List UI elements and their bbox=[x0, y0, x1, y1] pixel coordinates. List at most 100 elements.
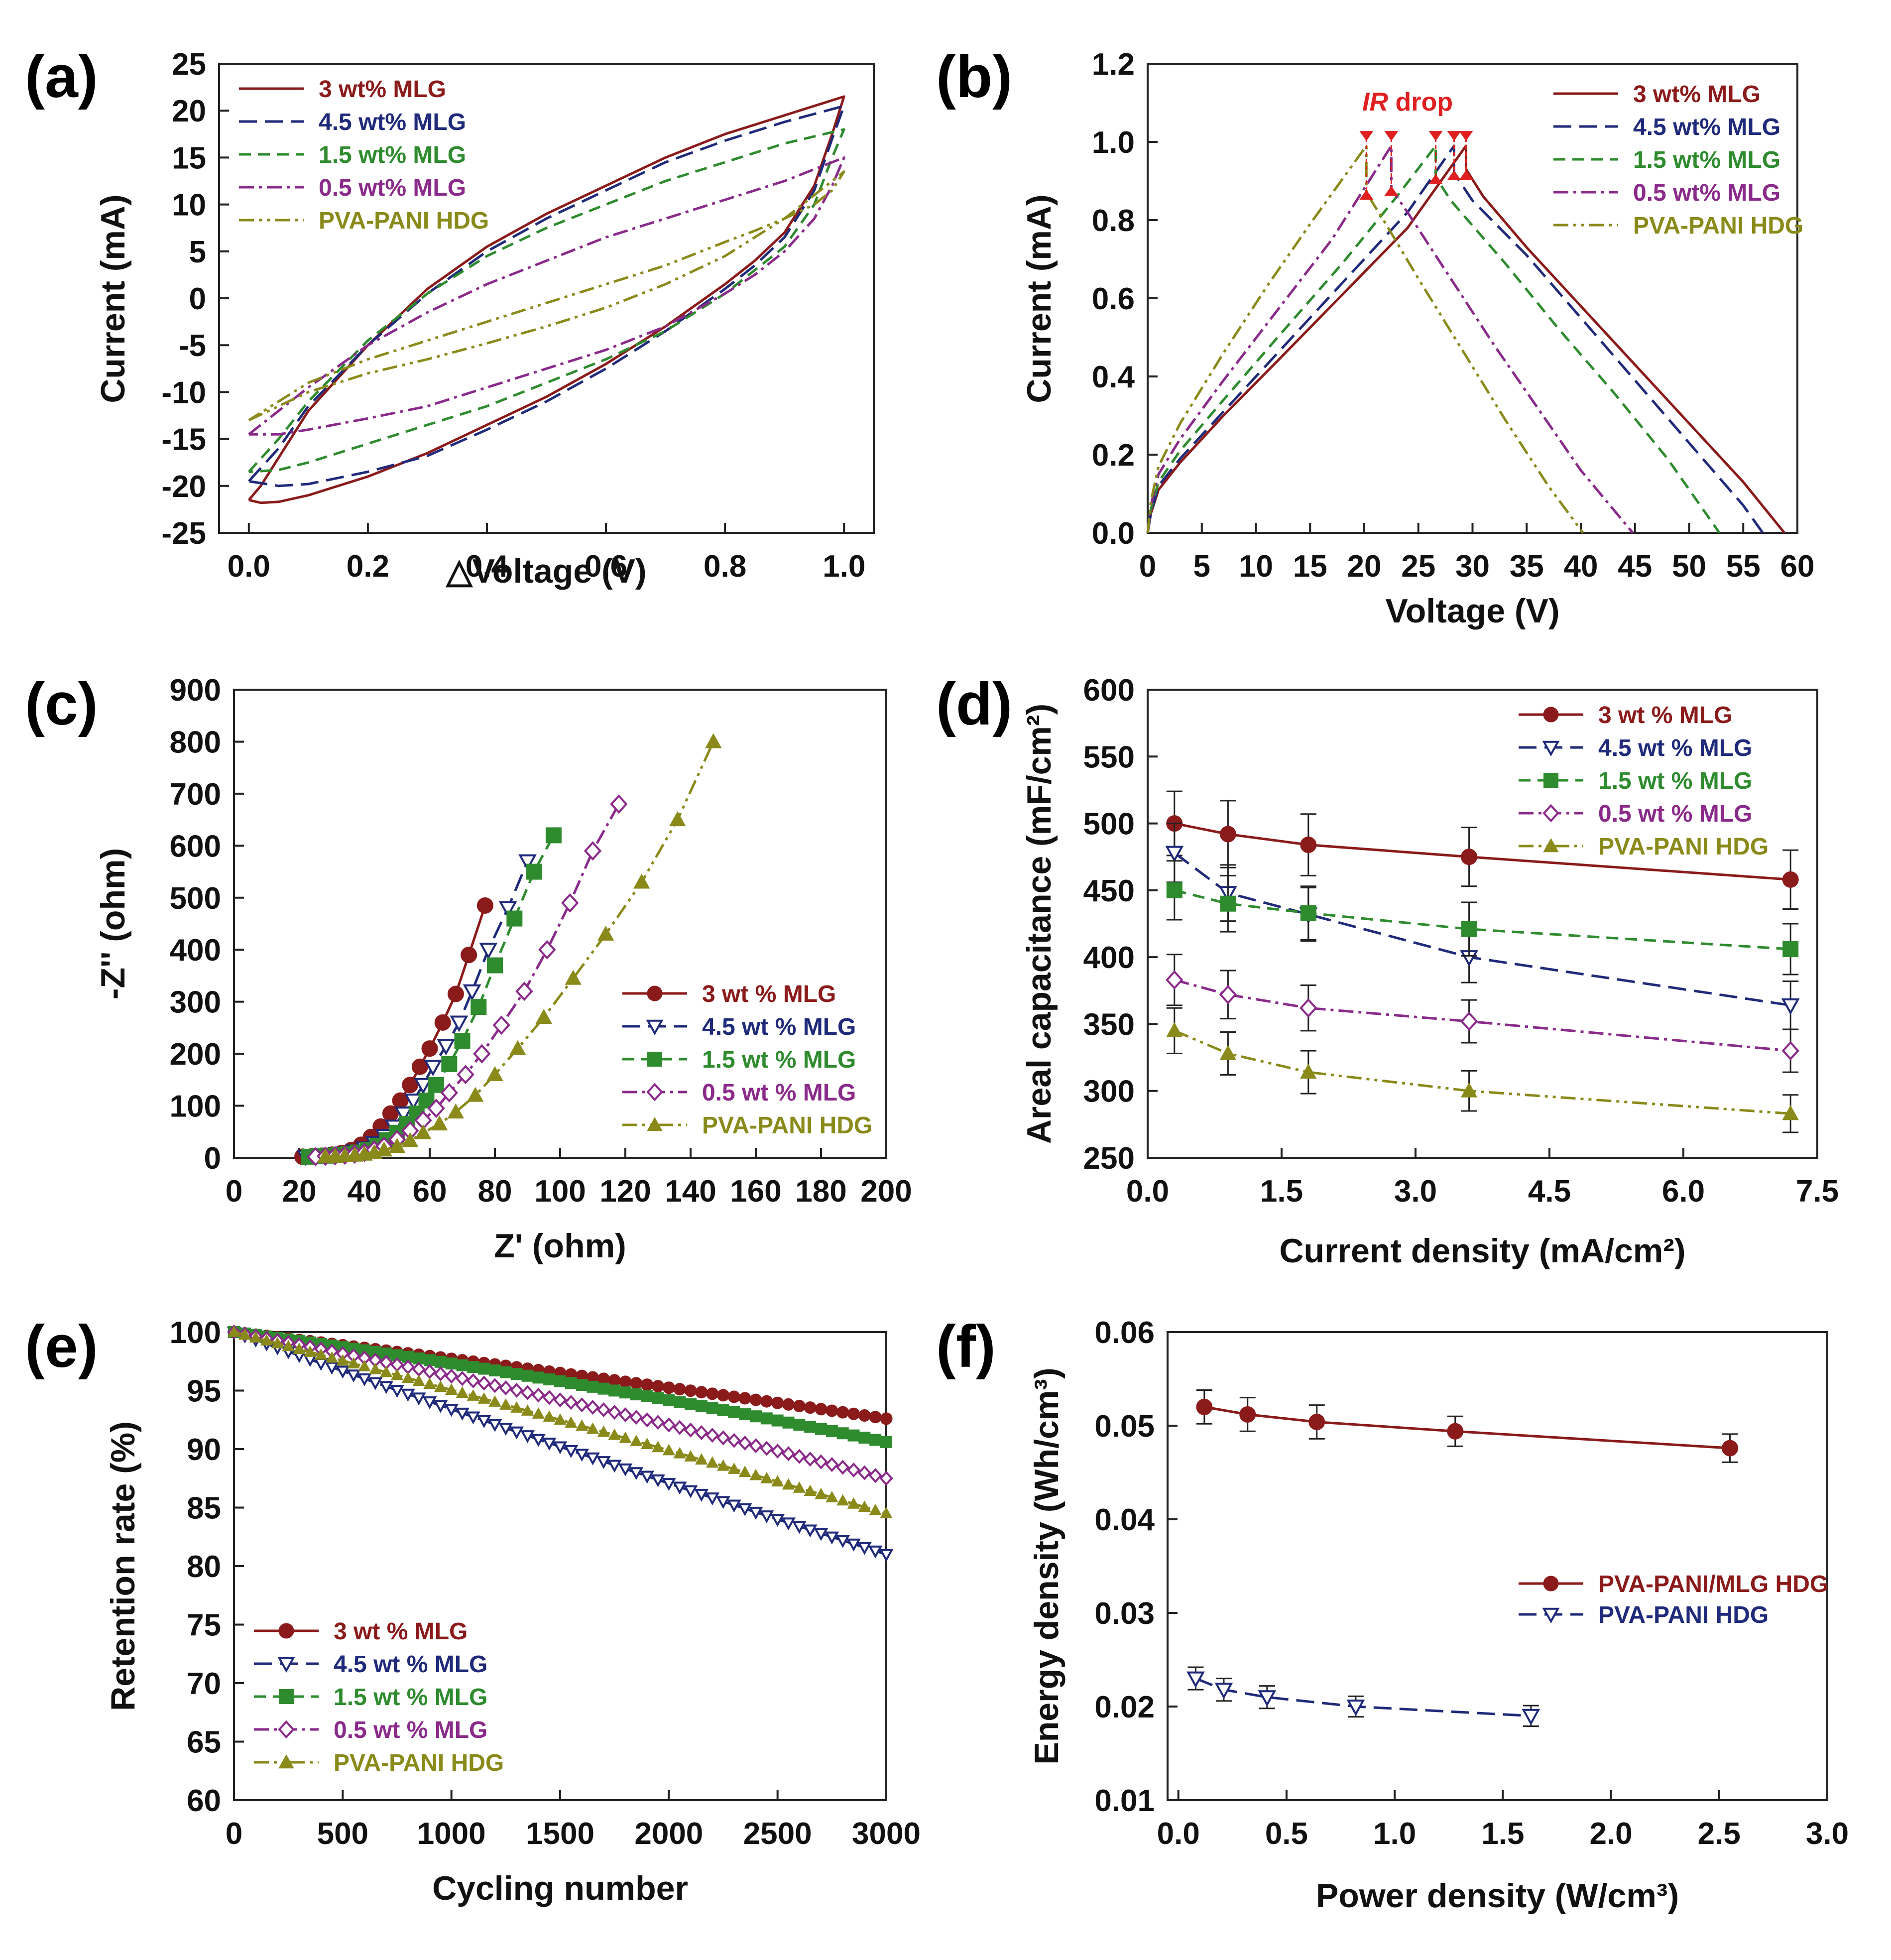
data-point bbox=[651, 1474, 665, 1487]
x-tick-label: 160 bbox=[730, 1174, 781, 1209]
data-point bbox=[576, 1379, 588, 1391]
series-line bbox=[1146, 144, 1584, 534]
data-point bbox=[706, 1387, 719, 1400]
legend-entry: 0.5 wt% MLG bbox=[1633, 180, 1780, 206]
data-point bbox=[346, 1369, 361, 1383]
x-tick-label: 7.5 bbox=[1796, 1174, 1839, 1209]
data-point bbox=[1460, 1082, 1478, 1098]
data-point bbox=[750, 1410, 762, 1423]
x-tick-label: 180 bbox=[795, 1174, 846, 1209]
data-point bbox=[564, 1445, 579, 1458]
y-tick-label: 100 bbox=[170, 1090, 221, 1124]
data-point bbox=[433, 1400, 448, 1413]
panel-c: (c) 0 20 40 60 80 100 120 140 160 180 200 0 100 200 300… bbox=[25, 671, 912, 1265]
data-point bbox=[608, 1428, 621, 1440]
ir-drop-marker-top bbox=[1428, 131, 1443, 141]
data-point bbox=[716, 1430, 730, 1446]
y-tick-label: -15 bbox=[161, 423, 206, 457]
data-point bbox=[857, 1542, 872, 1555]
data-point bbox=[684, 1422, 698, 1438]
data-point bbox=[619, 1386, 631, 1399]
data-point bbox=[542, 1438, 557, 1451]
data-point bbox=[411, 1058, 428, 1075]
legend-marker bbox=[1542, 804, 1559, 823]
y-tick-label: 400 bbox=[1083, 941, 1135, 975]
data-point bbox=[423, 1377, 436, 1389]
x-tick-label: 0.0 bbox=[1157, 1817, 1200, 1851]
ir-drop-marker-bottom bbox=[1428, 174, 1443, 184]
data-point bbox=[726, 1499, 741, 1513]
data-point bbox=[868, 1468, 882, 1483]
data-point bbox=[633, 873, 650, 889]
data-point bbox=[651, 1415, 665, 1430]
data-point bbox=[1460, 1011, 1478, 1031]
data-point bbox=[597, 925, 614, 941]
x-tick-label: 2.0 bbox=[1589, 1817, 1632, 1851]
y-tick-label: 0.01 bbox=[1094, 1784, 1155, 1818]
legend-entry: 1.5 wt% MLG bbox=[319, 142, 466, 168]
data-point bbox=[249, 1331, 262, 1343]
panel-a: (a) 0.0 0.2 0.4 0.6 0.8 1.0 -25 -20 -15 -10 -5 0 5 10 1… bbox=[25, 43, 875, 590]
data-point bbox=[521, 1369, 534, 1382]
data-point bbox=[674, 1396, 686, 1408]
y-tick-label: 60 bbox=[187, 1784, 221, 1818]
data-point bbox=[683, 1485, 698, 1498]
data-point bbox=[1782, 871, 1799, 888]
data-point bbox=[440, 1083, 459, 1102]
data-point bbox=[847, 1429, 860, 1442]
data-point bbox=[858, 1500, 871, 1512]
data-point bbox=[597, 1372, 610, 1385]
data-point bbox=[1220, 895, 1236, 912]
data-point bbox=[705, 1428, 719, 1443]
data-point bbox=[411, 1392, 426, 1406]
panel-f: (f) 0.0 0.5 1.0 1.5 2.0 2.5 3.0 0.01 0.02 0.03 0.04… bbox=[936, 1313, 1849, 1915]
legend-marker bbox=[1543, 838, 1559, 853]
data-point bbox=[803, 1452, 817, 1467]
y-tick-label: 350 bbox=[1083, 1007, 1135, 1042]
x-tick-label: 45 bbox=[1618, 549, 1652, 584]
y-tick-label: 1.2 bbox=[1092, 47, 1135, 82]
legend-entry: PVA-PANI HDG bbox=[334, 1750, 504, 1776]
y-tick-label: 0.05 bbox=[1094, 1409, 1155, 1444]
ir-drop-marker-bottom bbox=[1384, 186, 1399, 196]
data-point bbox=[586, 1422, 599, 1434]
data-point bbox=[738, 1466, 751, 1477]
data-point bbox=[402, 1077, 419, 1094]
data-point bbox=[336, 1354, 350, 1366]
panel-label: (f) bbox=[936, 1313, 996, 1380]
data-point bbox=[1300, 998, 1317, 1018]
data-point bbox=[597, 1382, 610, 1395]
legend-marker bbox=[1543, 707, 1559, 723]
data-point bbox=[447, 985, 464, 1002]
data-point bbox=[1258, 1690, 1277, 1707]
data-point bbox=[1166, 1022, 1183, 1037]
data-point bbox=[358, 1360, 371, 1371]
data-point bbox=[434, 1380, 447, 1392]
panel-d: (d) 0.0 1.5 3.0 4.5 6.0 7.5 250 300 350 400 450 500 5… bbox=[936, 671, 1839, 1270]
legend-marker bbox=[278, 1623, 294, 1639]
y-tick-label: 10 bbox=[172, 188, 206, 223]
data-point bbox=[608, 1384, 621, 1397]
data-point bbox=[630, 1388, 642, 1401]
data-point bbox=[479, 943, 498, 960]
y-tick-label: 0 bbox=[204, 1141, 221, 1176]
data-point bbox=[476, 897, 493, 914]
data-point bbox=[694, 1488, 709, 1502]
y-tick-label: 800 bbox=[170, 725, 221, 759]
legend-marker bbox=[1542, 1607, 1560, 1624]
data-point bbox=[467, 1087, 484, 1102]
data-point bbox=[434, 1366, 448, 1381]
y-tick-label: 0.06 bbox=[1094, 1316, 1155, 1350]
y-tick-label: 400 bbox=[170, 933, 221, 968]
data-point bbox=[543, 1373, 556, 1386]
data-point bbox=[586, 1452, 600, 1466]
data-point bbox=[314, 1357, 329, 1371]
data-point bbox=[880, 1412, 893, 1425]
data-point bbox=[1219, 1045, 1237, 1060]
data-point bbox=[1522, 1709, 1540, 1725]
data-point bbox=[760, 1441, 774, 1456]
data-point bbox=[880, 1436, 892, 1448]
data-point bbox=[662, 1444, 676, 1456]
data-point bbox=[477, 1375, 491, 1391]
data-point bbox=[770, 1443, 785, 1459]
